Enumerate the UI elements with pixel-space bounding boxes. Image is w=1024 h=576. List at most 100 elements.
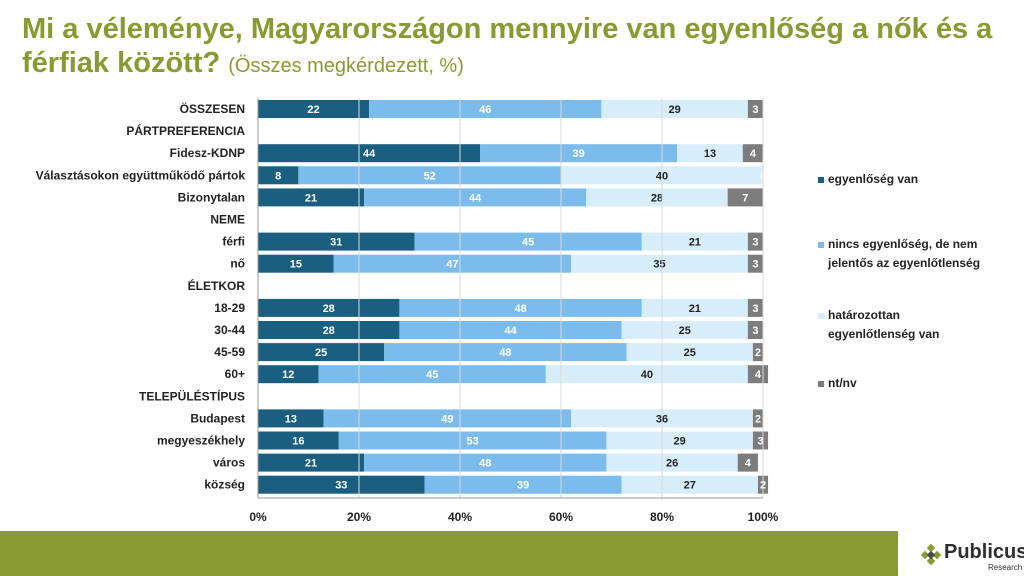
bar-segment [747,100,763,118]
bar-segment [258,365,319,384]
x-tick-label: 20% [347,510,371,524]
bar-value-label: 39 [573,148,585,160]
publicus-logo: Publicus Research [918,536,1024,576]
bar-segment [626,343,753,362]
bar-segment [586,188,728,207]
bar-value-label: 28 [651,192,663,204]
bar-value-label: 3 [757,436,763,448]
title-main: Mi a véleménye, Magyarországon mennyire … [22,13,993,79]
bar-segment [369,100,602,118]
bar-value-label: 25 [679,325,691,337]
bar-segment [318,365,546,384]
bar-segment [727,188,763,207]
category-label: PÁRTPREFERENCIA [126,123,245,138]
legend-label: határozottan egyenlőtlenség van [828,308,939,341]
bar-value-label: 40 [641,369,653,381]
bar-value-label: 48 [479,458,491,470]
footer-band [0,531,898,576]
bar-segment [480,144,678,163]
bar-segment [258,343,385,362]
bar-segment [258,144,481,163]
bar-value-label: 8 [275,170,281,182]
bar-value-label: 13 [285,413,297,425]
category-label: nő [230,257,245,271]
bar-segment [641,232,748,251]
category-label: Fidesz-KDNP [170,146,245,160]
bar-value-label: 4 [755,369,762,381]
bar-segment [752,409,763,428]
legend-swatch [818,242,824,248]
bar-segment [258,321,400,339]
bar-segment [621,321,748,339]
bar-value-label: 29 [669,104,681,116]
bar-value-label: 4 [745,458,752,470]
bar-segment [747,254,763,273]
bar-segment [333,254,572,273]
bar-segment [752,343,763,362]
bar-value-label: 47 [446,259,458,271]
bar-value-label: 48 [514,303,526,315]
category-label: 30-44 [214,323,245,337]
bar-segment [545,365,748,384]
category-label: Választásokon együttműködő pártok [36,168,246,182]
logo-sub: Research [988,563,1023,572]
legend-label: egyenlőség van [828,172,918,186]
bar-value-label: 28 [323,303,335,315]
bar-value-label: 35 [653,259,665,271]
bar-value-label: 44 [504,325,517,337]
category-label: férfi [222,235,245,249]
bar-value-label: 3 [752,104,758,116]
bar-segment [424,475,622,494]
bar-value-label: 48 [499,347,511,359]
bar-value-label: 44 [469,192,482,204]
legend-swatch [818,381,824,387]
bar-segment [338,431,607,450]
bar-value-label: 25 [684,347,696,359]
chart-title: Mi a véleménye, Magyarországon mennyire … [22,12,1012,83]
bar-segment [323,409,572,428]
bar-segment [752,431,769,450]
bar-value-label: 25 [315,347,327,359]
bar-segment [621,475,758,494]
bar-value-label: 16 [292,436,304,448]
bar-value-label: 26 [666,458,678,470]
category-label: 60+ [225,367,245,381]
category-label: ÉLETKOR [188,278,246,293]
logo-mark-icon [920,544,942,566]
bar-segment [384,343,627,362]
bar-segment [737,453,758,472]
bar-segment [677,144,743,163]
bar-segment [258,254,334,273]
category-label: 18-29 [214,301,245,315]
bar-segment [606,453,738,472]
bar-segment [606,431,753,450]
bar-value-label: 53 [467,436,479,448]
bar-value-label: 21 [305,458,317,470]
bar-segment [258,232,415,251]
bar-value-label: 28 [323,325,335,337]
legend-swatch [818,177,824,183]
category-label: község [204,478,245,492]
bar-value-label: 29 [674,436,686,448]
x-axis: 0% 20% 40% 60% 80% 100% [249,98,779,524]
legend-swatch [818,313,824,319]
bar-value-label: 33 [335,480,347,492]
category-label: Bizonytalan [178,190,245,204]
category-label: ÖSSZESEN [180,101,245,116]
category-label: NEME [210,213,245,227]
bar-value-label: 4 [750,148,757,160]
x-tick-label: 0% [249,510,267,524]
x-tick-label: 40% [448,510,472,524]
bar-value-label: 21 [689,303,701,315]
bar-value-label: 27 [684,480,696,492]
bar-value-label: 21 [305,192,317,204]
x-tick-label: 60% [549,510,573,524]
category-label: város [213,456,245,470]
bar-value-label: 39 [517,480,529,492]
bar-segment [364,453,607,472]
bar-segment [364,188,587,207]
bar-value-label: 45 [426,369,438,381]
bar-value-label: 52 [424,170,436,182]
bar-value-label: 3 [752,303,758,315]
